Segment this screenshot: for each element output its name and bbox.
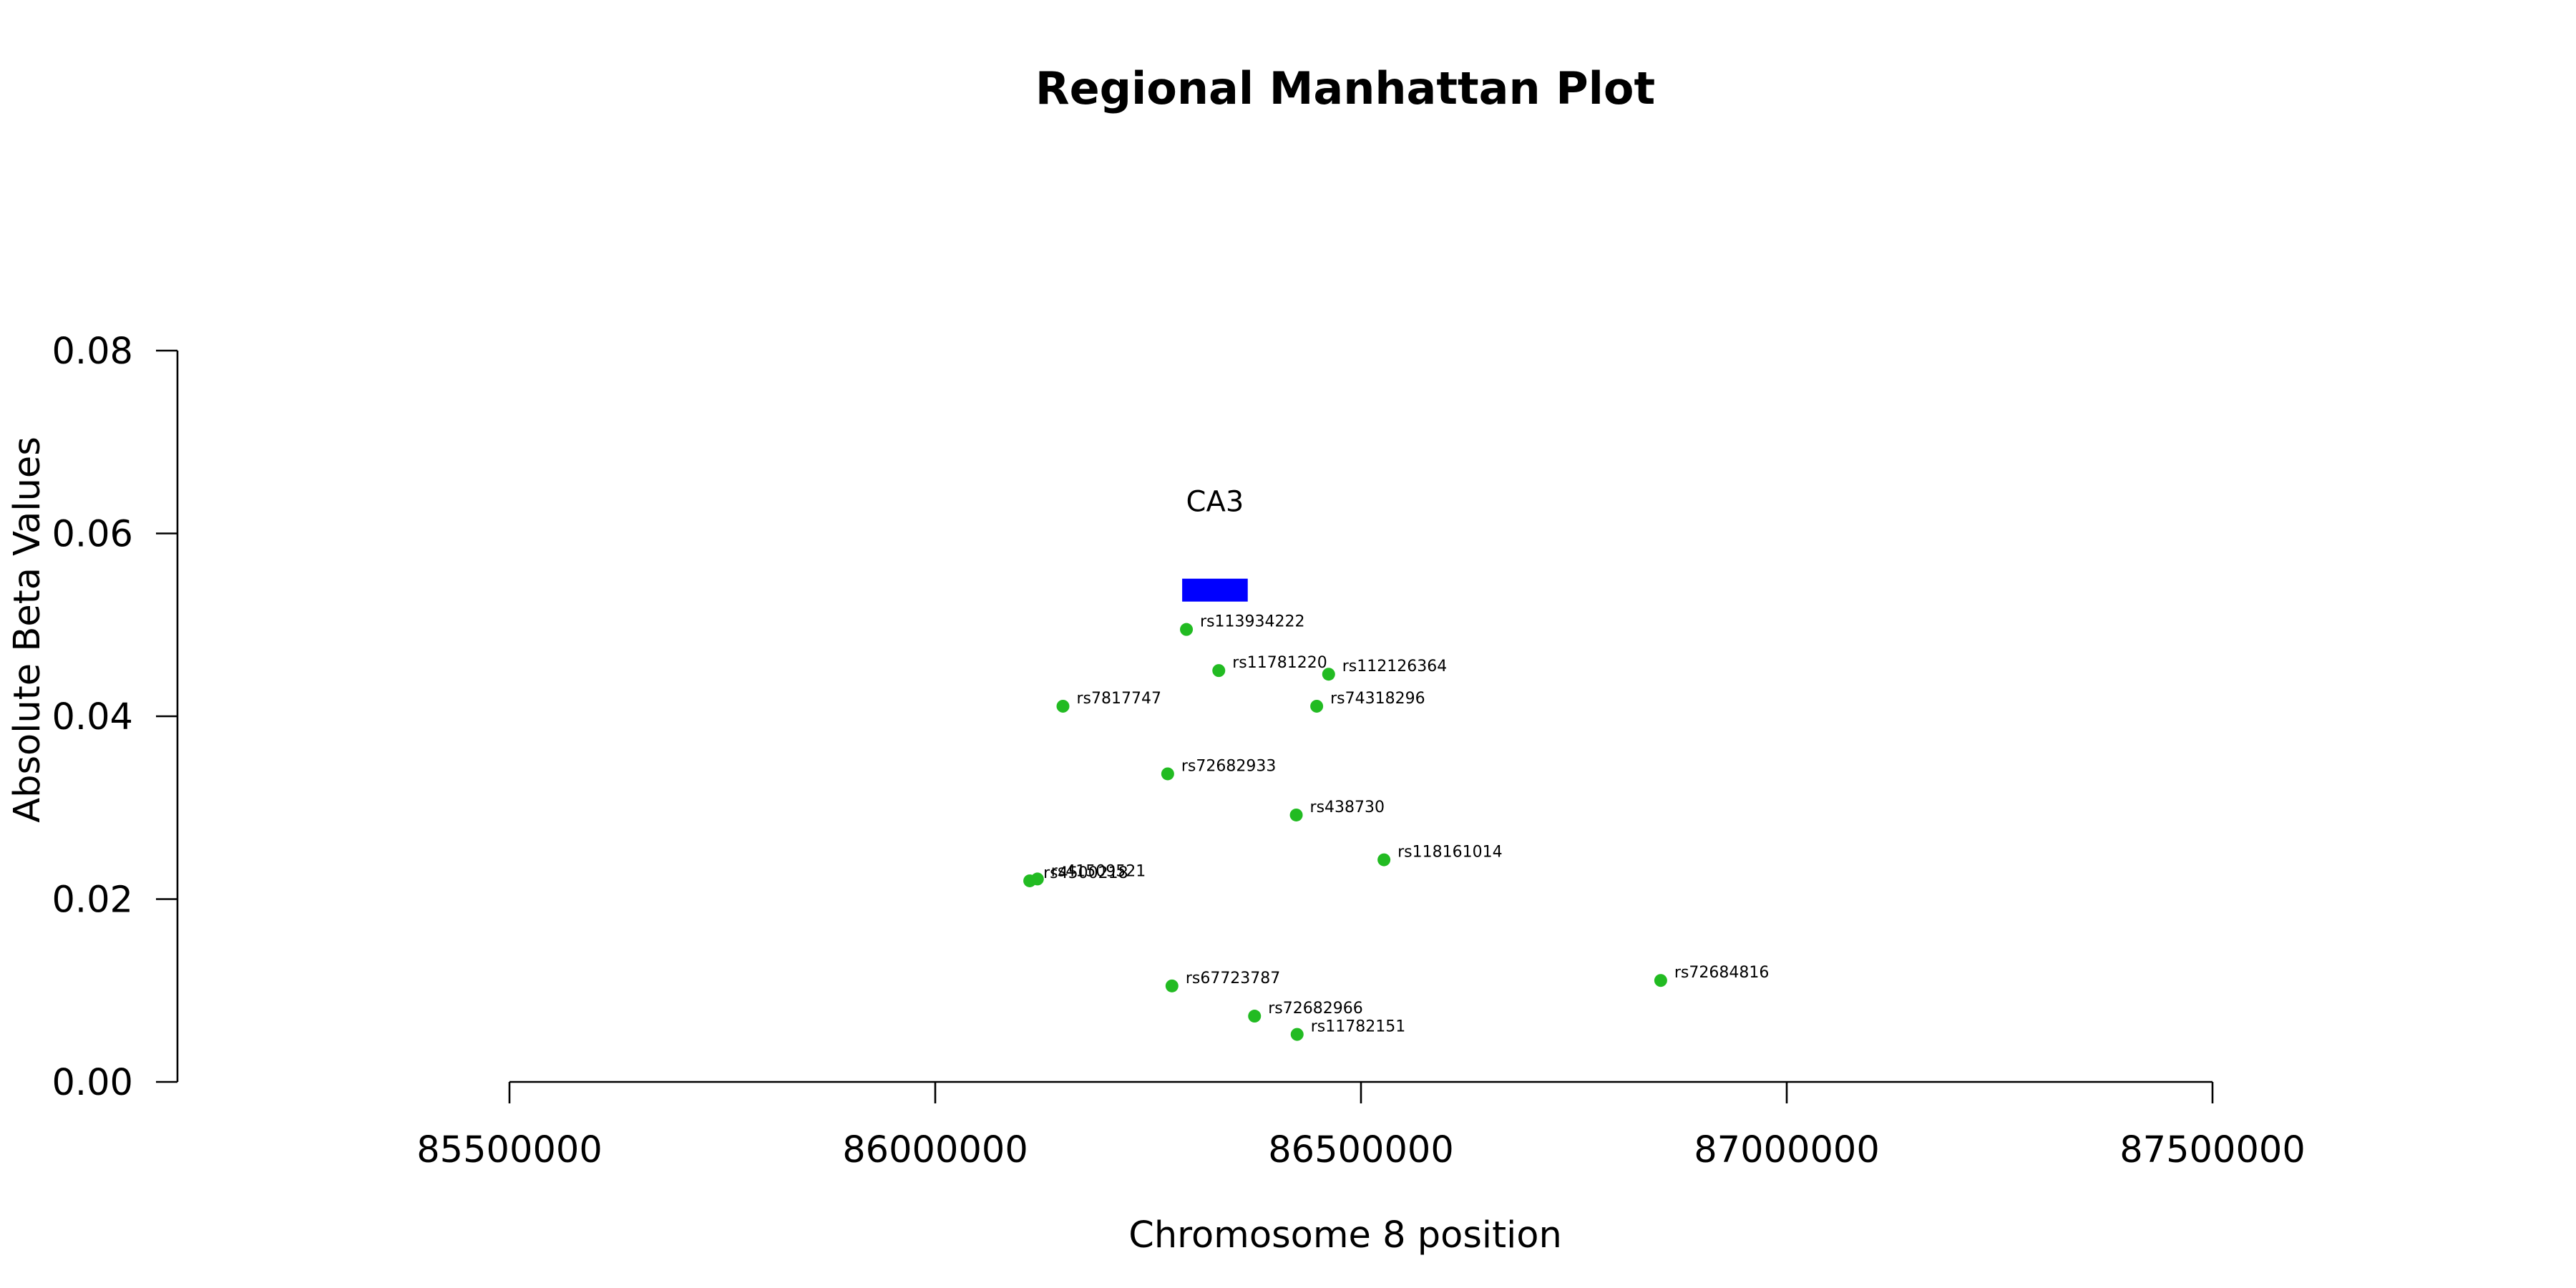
snp-point-group: rs113934222 <box>1180 613 1305 636</box>
snp-point <box>1654 974 1667 987</box>
snp-point <box>1290 1028 1304 1041</box>
snp-label: rs112126364 <box>1342 658 1447 675</box>
snp-point-group: rs72682966 <box>1248 1000 1363 1023</box>
snp-point <box>1212 664 1226 678</box>
x-tick-label: 86500000 <box>1268 1129 1454 1171</box>
snp-point-group: rs438730 <box>1289 799 1385 821</box>
snp-point <box>1322 668 1335 681</box>
snp-label: rs72682933 <box>1181 757 1276 775</box>
snp-point <box>1289 808 1303 821</box>
x-axis-label: Chromosome 8 position <box>1128 1214 1562 1257</box>
x-tick-label: 87500000 <box>2119 1129 2306 1171</box>
y-tick-label: 0.00 <box>52 1062 133 1104</box>
x-axis: 85500000 86000000 86500000 87000000 87500000 <box>416 1080 2306 1171</box>
snp-point <box>1310 699 1324 713</box>
gene-bar <box>1182 578 1248 602</box>
snp-point-group: rs112126364 <box>1322 658 1447 681</box>
snp-point <box>1030 872 1044 886</box>
snp-points: rs113934222 rs11781220 rs112126364 rs781774… <box>1023 613 1769 1041</box>
snp-point <box>1248 1010 1262 1023</box>
snp-label: rs118161014 <box>1397 844 1502 862</box>
y-tick-label: 0.06 <box>52 514 133 556</box>
snp-point-group: rs11782151 <box>1290 1018 1405 1041</box>
gene-track: CA3 <box>1182 486 1248 602</box>
x-tick-label: 85500000 <box>416 1129 602 1171</box>
snp-point <box>1377 853 1391 867</box>
x-tick-label: 87000000 <box>1694 1129 1880 1171</box>
snp-point-group: rs11781220 <box>1212 654 1327 678</box>
snp-point-group: rs67723787 <box>1165 970 1280 992</box>
snp-label: rs4500218 <box>1043 864 1128 882</box>
snp-label: rs72684816 <box>1674 964 1769 982</box>
chart-title: Regional Manhattan Plot <box>1035 62 1655 114</box>
y-axis-label: Absolute Beta Values <box>6 436 49 823</box>
snp-label: rs11782151 <box>1311 1018 1405 1036</box>
snp-label: rs41509521 <box>1051 862 1146 880</box>
y-axis: 0.00 0.02 0.04 0.06 0.08 <box>52 331 179 1104</box>
snp-point-group: rs72682933 <box>1161 757 1276 781</box>
gene-label: CA3 <box>1186 486 1244 519</box>
snp-point <box>1056 699 1070 713</box>
snp-label: rs11781220 <box>1232 654 1327 672</box>
snp-point <box>1161 767 1174 781</box>
snp-point <box>1165 979 1179 992</box>
y-tick-label: 0.08 <box>52 331 133 373</box>
snp-label: rs72682966 <box>1268 1000 1362 1018</box>
snp-point-group: rs72684816 <box>1654 964 1769 987</box>
y-tick-label: 0.04 <box>52 696 133 738</box>
snp-label: rs7817747 <box>1077 690 1162 708</box>
snp-point-group: rs74318296 <box>1310 690 1425 713</box>
snp-label: rs438730 <box>1310 799 1385 816</box>
snp-point-group: rs7817747 <box>1056 690 1162 713</box>
snp-point-group: rs41509521 <box>1030 862 1146 886</box>
snp-point <box>1180 623 1194 636</box>
x-tick-label: 86000000 <box>842 1129 1028 1171</box>
y-tick-label: 0.02 <box>52 879 133 922</box>
snp-label: rs74318296 <box>1330 690 1425 708</box>
snp-label: rs113934222 <box>1200 613 1304 631</box>
snp-point-group: rs118161014 <box>1377 844 1503 867</box>
snp-label: rs67723787 <box>1186 970 1280 987</box>
